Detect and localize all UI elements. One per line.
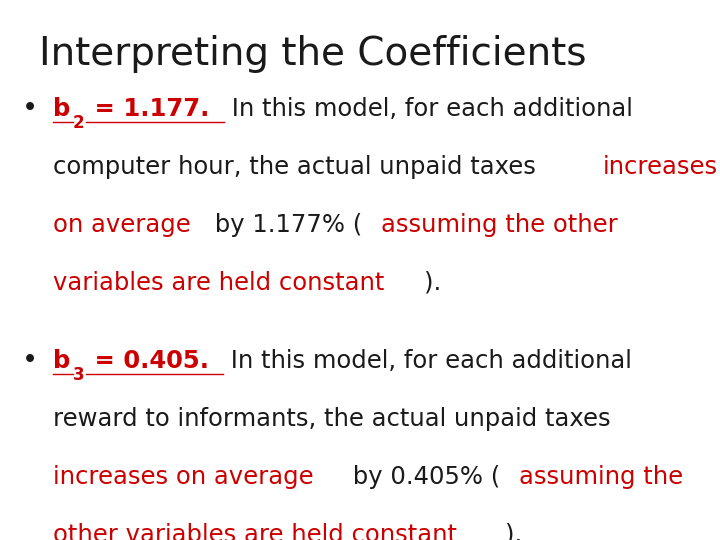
Text: reward to informants, the actual unpaid taxes: reward to informants, the actual unpaid … xyxy=(53,407,611,431)
Text: •: • xyxy=(22,96,38,122)
Text: 2: 2 xyxy=(73,114,84,132)
Text: increases: increases xyxy=(603,155,718,179)
Text: Interpreting the Coefficients: Interpreting the Coefficients xyxy=(39,35,586,73)
Text: In this model, for each additional: In this model, for each additional xyxy=(224,97,633,121)
Text: b: b xyxy=(53,97,71,121)
Text: = 0.405.: = 0.405. xyxy=(86,349,209,373)
Text: In this model, for each additional: In this model, for each additional xyxy=(223,349,632,373)
Text: assuming the: assuming the xyxy=(519,465,683,489)
Text: computer hour, the actual unpaid taxes: computer hour, the actual unpaid taxes xyxy=(53,155,544,179)
Text: variables are held constant: variables are held constant xyxy=(53,271,384,295)
Text: b: b xyxy=(53,349,71,373)
Text: increases on average: increases on average xyxy=(53,465,314,489)
Text: by 0.405% (: by 0.405% ( xyxy=(345,465,500,489)
Text: ).: ). xyxy=(505,523,523,540)
Text: •: • xyxy=(22,348,38,374)
Text: 3: 3 xyxy=(73,367,84,384)
Text: ).: ). xyxy=(424,271,441,295)
Text: assuming the other: assuming the other xyxy=(381,213,618,237)
Text: = 1.177.: = 1.177. xyxy=(86,97,209,121)
Text: by 1.177% (: by 1.177% ( xyxy=(207,213,363,237)
Text: other variables are held constant: other variables are held constant xyxy=(53,523,457,540)
Text: on average: on average xyxy=(53,213,191,237)
